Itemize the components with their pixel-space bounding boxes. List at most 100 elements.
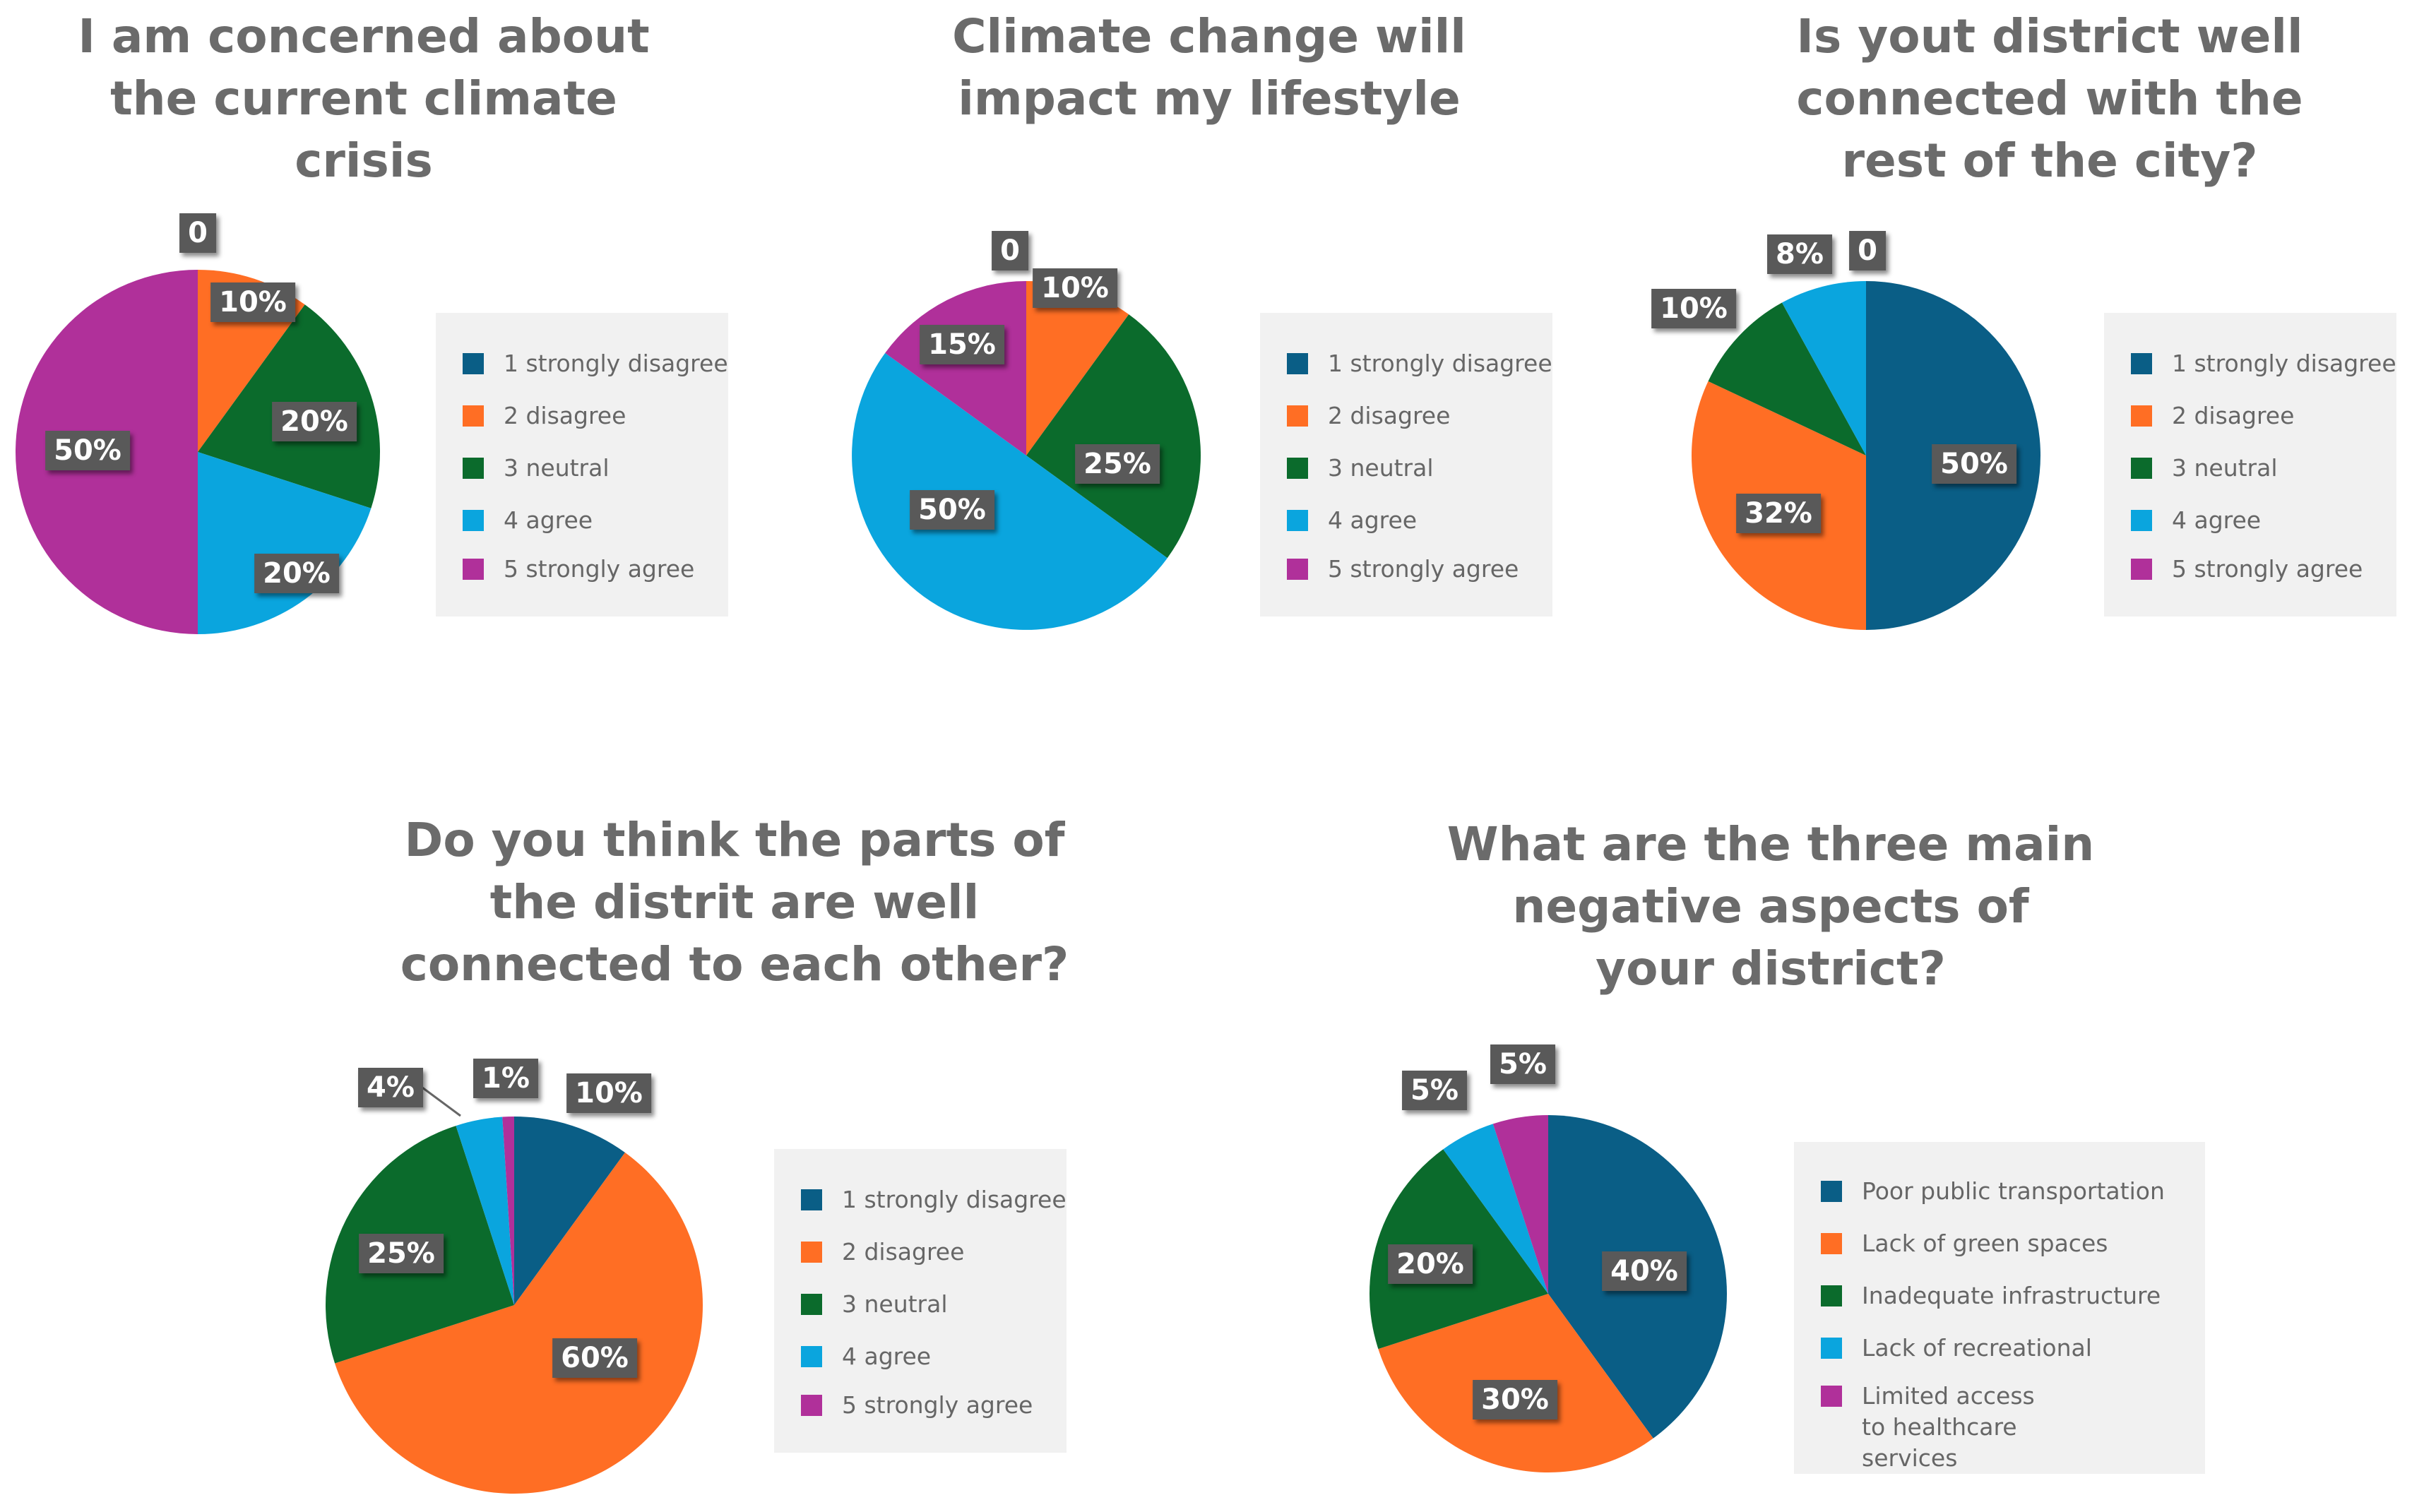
legend-item: 1 strongly disagree	[801, 1184, 1067, 1215]
legend-label: 4 agree	[504, 506, 593, 534]
legend-swatch	[463, 353, 484, 374]
pie-slice-limited-access-to-healthcare-services	[1492, 1115, 1548, 1294]
chart-title-line: Is yout district well	[1796, 9, 2303, 64]
legend-swatch	[2131, 510, 2152, 531]
chart-title-line: connected with the	[1796, 71, 2303, 126]
legend-swatch	[1821, 1233, 1842, 1254]
data-label: 4%	[358, 1068, 423, 1107]
legend: 1 strongly disagree 2 disagree 3 neutral 4 …	[774, 1149, 1067, 1453]
legend-item: 2 disagree	[2131, 400, 2294, 431]
data-label: 8%	[1767, 234, 1832, 274]
legend-item: 5 strongly agree	[1287, 554, 1519, 585]
legend-label: 5 strongly agree	[1328, 555, 1519, 583]
chart-title: Climate change will impact my lifestyle	[644, 6, 1774, 130]
legend-label: Lack of recreational	[1862, 1334, 2092, 1362]
pie-slice-3-neutral	[1026, 314, 1201, 559]
legend-label: 1 strongly disagree	[2172, 350, 2396, 377]
chart-title: I am concerned about the current climate c…	[0, 6, 929, 192]
pie-slice-4-agree	[852, 352, 1168, 630]
pie-slice-2-disagree	[335, 1152, 703, 1494]
legend-swatch	[463, 559, 484, 580]
legend-item: Lack of recreational	[1821, 1333, 2092, 1364]
legend: 1 strongly disagree 2 disagree 3 neutral 4 …	[436, 313, 728, 617]
legend-label: 2 disagree	[2172, 402, 2295, 429]
legend-label: 1 strongly disagree	[504, 350, 728, 377]
legend-item: Limited access to healthcare services	[1821, 1381, 2054, 1474]
chart-title-line: Do you think the parts of	[404, 813, 1065, 867]
legend-item: 4 agree	[801, 1341, 931, 1372]
legend-label: 4 agree	[2172, 506, 2262, 534]
data-label: 25%	[1075, 444, 1160, 484]
legend-swatch	[2131, 458, 2152, 479]
legend-swatch	[1287, 405, 1308, 427]
data-label: 20%	[254, 554, 339, 593]
data-label: 32%	[1736, 494, 1821, 533]
legend-item: 4 agree	[463, 505, 593, 536]
data-label: 50%	[45, 431, 130, 470]
legend-label: 3 neutral	[842, 1290, 948, 1318]
legend-swatch	[1821, 1338, 1842, 1359]
data-label: 40%	[1602, 1251, 1687, 1291]
data-label: 0	[179, 213, 216, 253]
legend-swatch	[801, 1395, 822, 1416]
data-label: 15%	[920, 325, 1004, 364]
legend-label: 3 neutral	[504, 454, 610, 482]
legend-label: 4 agree	[842, 1343, 932, 1370]
chart-title: What are the three main negative aspects …	[1206, 814, 2336, 1000]
legend-label: 5 strongly agree	[2172, 555, 2363, 583]
legend-label: Poor public transportation	[1862, 1177, 2165, 1205]
legend-swatch	[801, 1242, 822, 1263]
chart-title-line: rest of the city?	[1841, 133, 2258, 188]
pie-slice-4-agree	[198, 452, 372, 634]
leader-line	[422, 1086, 461, 1117]
data-label: 0	[1849, 231, 1886, 270]
legend-label: 2 disagree	[1328, 402, 1451, 429]
legend-item: 1 strongly disagree	[1287, 348, 1552, 379]
pie-slice-5-strongly-agree	[885, 281, 1026, 456]
chart-title: Is yout district well connected with the r…	[1485, 6, 2412, 192]
legend-label: 2 disagree	[504, 402, 626, 429]
legend-item: Lack of green spaces	[1821, 1228, 2108, 1259]
legend-item: 1 strongly disagree	[2131, 348, 2396, 379]
data-label: 0	[992, 231, 1028, 270]
data-label: 20%	[1388, 1244, 1473, 1284]
legend-item: 4 agree	[1287, 505, 1417, 536]
legend: 1 strongly disagree 2 disagree 3 neutral 4 …	[2104, 313, 2396, 617]
legend: 1 strongly disagree 2 disagree 3 neutral 4 …	[1260, 313, 1552, 617]
chart-title-line: your district?	[1596, 941, 1946, 996]
legend-item: 3 neutral	[801, 1289, 948, 1320]
legend-item: 5 strongly agree	[463, 554, 694, 585]
legend-swatch	[1287, 353, 1308, 374]
legend-label: 4 agree	[1328, 506, 1418, 534]
legend-label: 5 strongly agree	[504, 555, 695, 583]
legend-label: Lack of green spaces	[1862, 1230, 2108, 1257]
data-label: 5%	[1402, 1071, 1467, 1110]
chart-title-line: impact my lifestyle	[958, 71, 1461, 126]
legend-item: 4 agree	[2131, 505, 2261, 536]
data-label: 10%	[1033, 268, 1117, 308]
legend-label: 1 strongly disagree	[842, 1186, 1067, 1213]
legend-label: 3 neutral	[2172, 454, 2278, 482]
legend-item: 3 neutral	[463, 453, 610, 484]
chart-title-line: What are the three main	[1446, 817, 2095, 871]
pie-slice-4-agree	[1782, 281, 1866, 456]
data-label: 10%	[1651, 289, 1736, 328]
legend-label: Limited access to healthcare services	[1862, 1382, 2035, 1472]
legend-label: Inadequate infrastructure	[1862, 1282, 2161, 1309]
legend-item: 1 strongly disagree	[463, 348, 728, 379]
legend-swatch	[801, 1294, 822, 1315]
legend-item: 2 disagree	[1287, 400, 1450, 431]
legend-swatch	[1821, 1386, 1842, 1407]
legend-swatch	[463, 510, 484, 531]
legend-swatch	[2131, 559, 2152, 580]
legend-label: 5 strongly agree	[842, 1391, 1033, 1419]
legend-item: Poor public transportation	[1821, 1176, 2165, 1207]
legend-swatch	[2131, 405, 2152, 427]
legend-item: 3 neutral	[2131, 453, 2278, 484]
legend-swatch	[1821, 1181, 1842, 1202]
legend-item: 2 disagree	[801, 1237, 964, 1268]
pie-slice-lack-of-recreational	[1443, 1124, 1548, 1294]
data-label: 25%	[359, 1234, 444, 1273]
data-label: 5%	[1490, 1044, 1555, 1084]
